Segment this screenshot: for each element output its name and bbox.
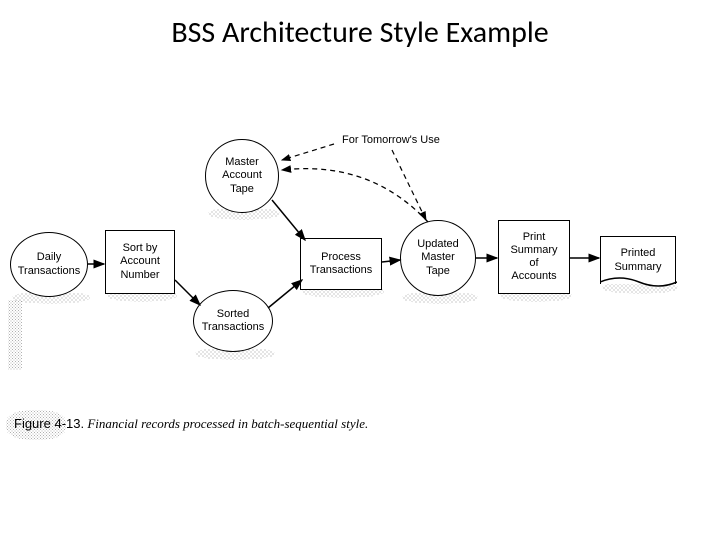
node-sorted-transactions: SortedTransactions	[193, 290, 273, 352]
flowchart-diagram: DailyTransactions Sort byAccountNumber M…	[0, 120, 720, 420]
doc-wave-icon	[600, 276, 677, 292]
node-daily-transactions: DailyTransactions	[10, 232, 88, 297]
figure-number: Figure 4-13.	[14, 416, 84, 431]
node-label: PrintSummaryofAccounts	[510, 231, 557, 284]
page-title: BSS Architecture Style Example	[0, 14, 720, 51]
node-print-summary: PrintSummaryofAccounts	[498, 220, 570, 294]
node-label: DailyTransactions	[18, 251, 81, 277]
annotation-tomorrow: For Tomorrow's Use	[342, 134, 440, 146]
node-label: SortedTransactions	[202, 308, 265, 334]
node-printed-summary: PrintedSummary	[600, 236, 676, 284]
node-sort-by-account: Sort byAccountNumber	[105, 230, 175, 294]
node-label: PrintedSummary	[614, 247, 661, 273]
node-label: MasterAccountTape	[222, 156, 262, 196]
figure-text: Financial records processed in batch-seq…	[84, 416, 368, 431]
node-label: Sort byAccountNumber	[120, 242, 160, 282]
figure-caption: Figure 4-13. Financial records processed…	[14, 416, 368, 432]
node-master-account-tape: MasterAccountTape	[205, 139, 279, 213]
node-label: UpdatedMasterTape	[417, 238, 459, 278]
node-updated-master-tape: UpdatedMasterTape	[400, 220, 476, 296]
scan-artifact	[8, 300, 22, 370]
node-label: ProcessTransactions	[310, 251, 373, 277]
node-process-transactions: ProcessTransactions	[300, 238, 382, 290]
